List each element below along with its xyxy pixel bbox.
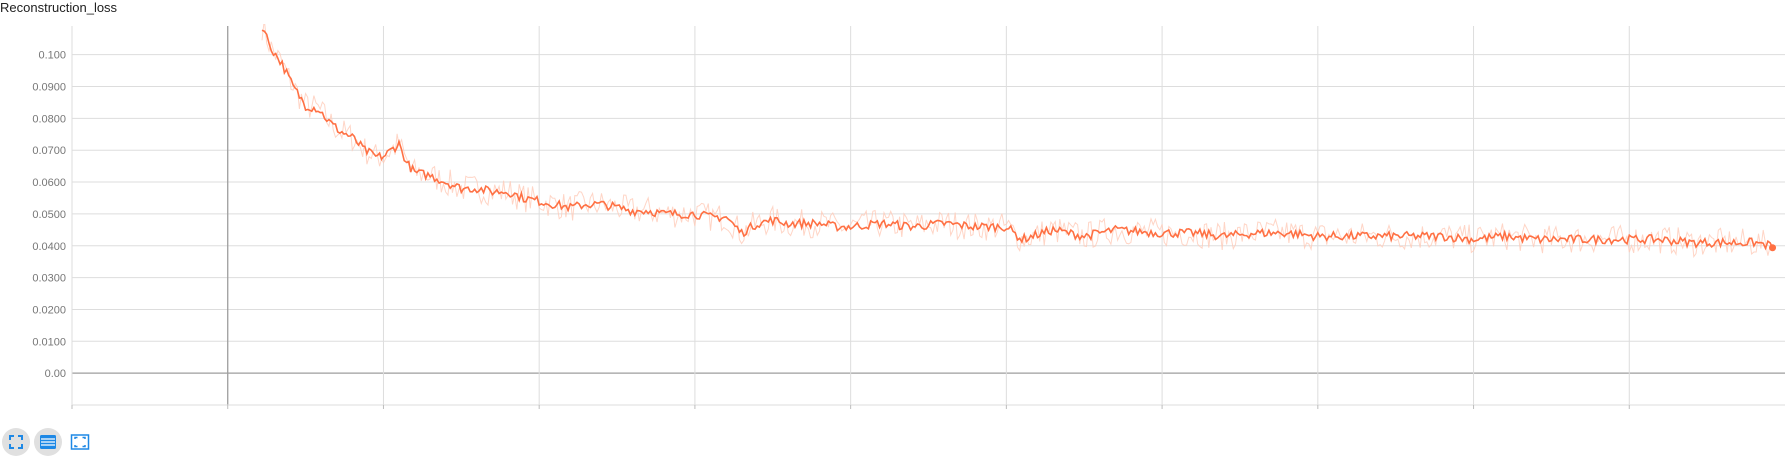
toggle-y-log-button[interactable] <box>34 428 62 456</box>
y-tick-label: 0.0600 <box>32 177 66 189</box>
chart-title: Reconstruction_loss <box>0 0 118 15</box>
expand-chart-button[interactable] <box>2 428 30 456</box>
y-tick-label: 0.100 <box>38 50 66 62</box>
last-point-marker <box>1769 244 1777 252</box>
chart-toolbar <box>2 428 94 456</box>
fit-to-data-icon <box>70 434 90 450</box>
raw-series-line <box>261 24 1773 258</box>
y-tick-label: 0.0200 <box>32 304 66 316</box>
grid <box>72 26 1785 405</box>
fullscreen-icon <box>9 435 23 449</box>
line-chart[interactable]: 0.00 0.0100 0.0200 0.0300 0.0400 0.0500 0.0600… <box>0 0 1785 420</box>
y-tick-label: 0.00 <box>45 368 66 380</box>
y-tick-label: 0.0500 <box>32 209 66 221</box>
y-tick-label: 0.0800 <box>32 113 66 125</box>
y-tick-label: 0.0700 <box>32 145 66 157</box>
fit-domain-button[interactable] <box>66 428 94 456</box>
y-tick-label: 0.0100 <box>32 336 66 348</box>
y-tick-label: 0.0900 <box>32 82 66 94</box>
list-lines-icon <box>40 435 56 449</box>
series-layer <box>261 24 1777 258</box>
y-tick-label: 0.0300 <box>32 273 66 285</box>
axes <box>71 26 1785 409</box>
smoothed-series-line <box>261 29 1774 251</box>
y-tick-label: 0.0400 <box>32 241 66 253</box>
y-axis-ticks: 0.00 0.0100 0.0200 0.0300 0.0400 0.0500 0.0600… <box>32 50 66 380</box>
